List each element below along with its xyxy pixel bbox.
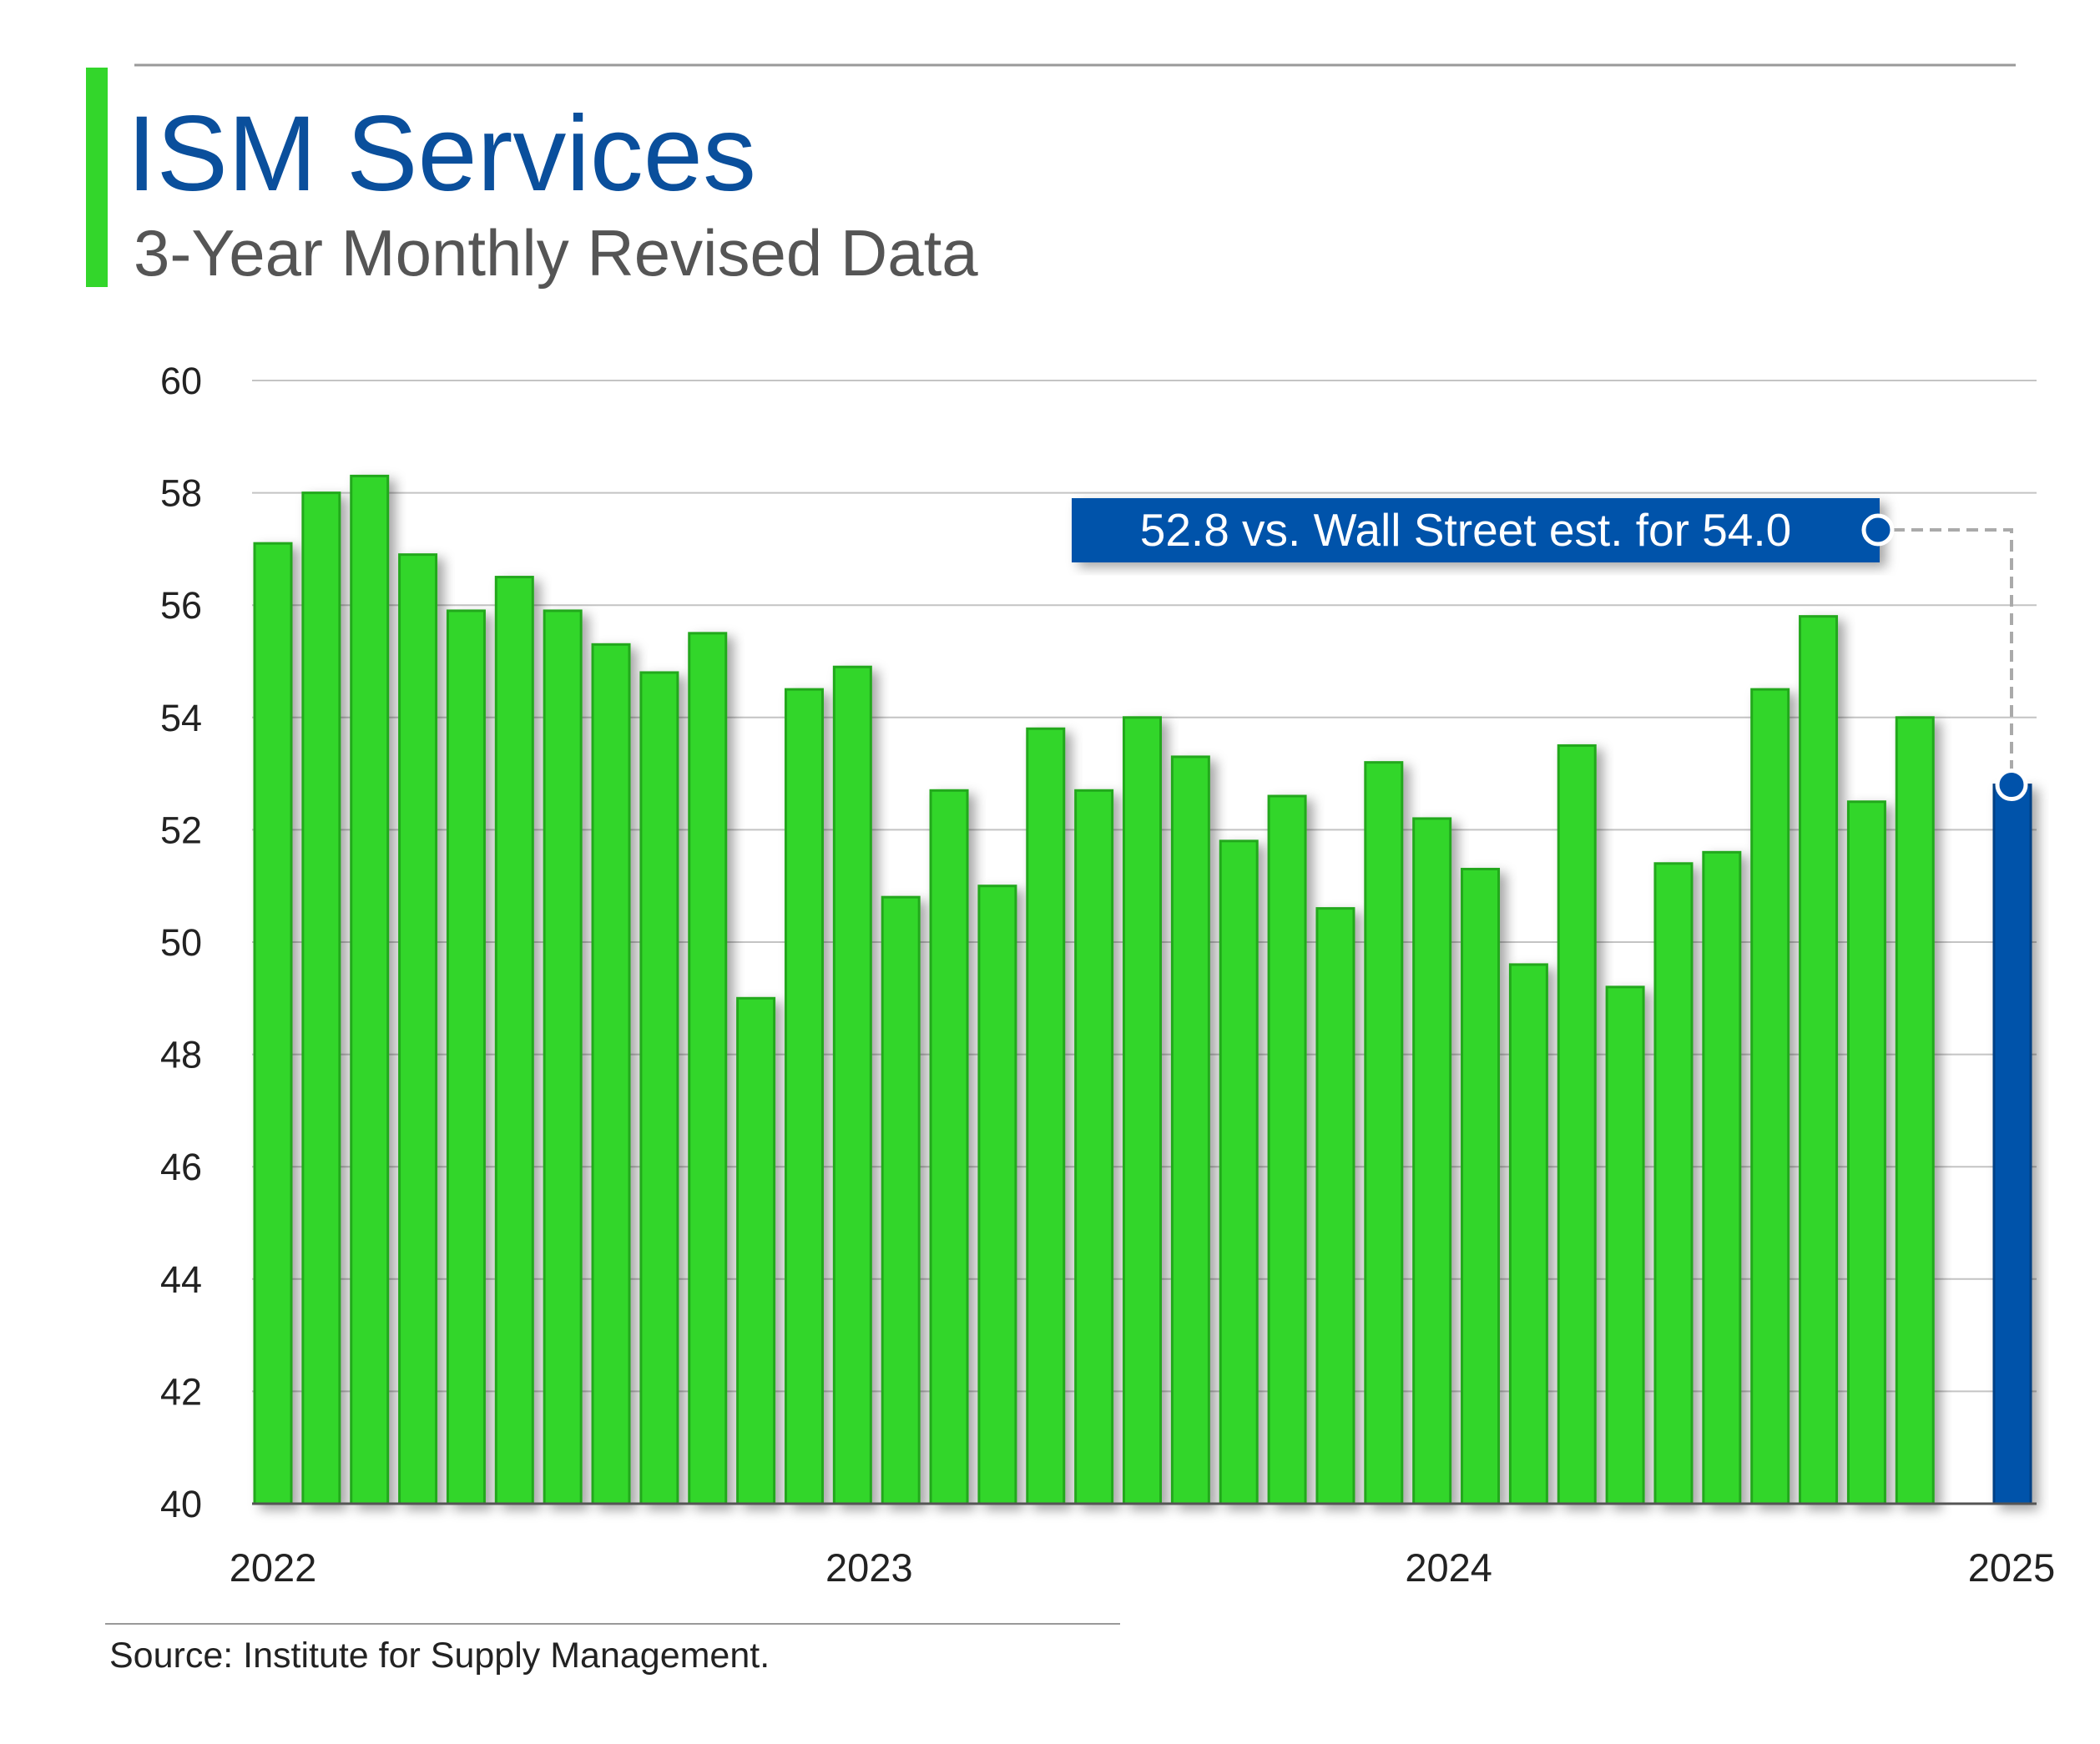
y-tick-label: 54: [160, 697, 202, 739]
bar: [977, 885, 1017, 1505]
source-note: Source: Institute for Supply Management.: [109, 1636, 770, 1676]
y-tick-label: 60: [160, 360, 202, 402]
bar: [494, 576, 534, 1505]
bar: [253, 542, 293, 1505]
x-tick-label: 2024: [1405, 1545, 1492, 1590]
annotation-callout: 52.8 vs. Wall Street est. for 54.0: [1072, 498, 2013, 776]
chart-title: ISM Services: [127, 94, 756, 214]
bar: [446, 609, 486, 1505]
bar: [1074, 789, 1114, 1505]
callout-leader-line: [1893, 528, 2013, 776]
bar: [398, 553, 438, 1505]
y-tick-label: 40: [160, 1483, 202, 1525]
bar: [1026, 727, 1066, 1505]
bar: [639, 671, 679, 1505]
bar: [881, 895, 921, 1505]
bar: [1412, 817, 1452, 1505]
callout-dot-start: [1861, 513, 1895, 547]
callout-text: 52.8 vs. Wall Street est. for 54.0: [1140, 504, 1792, 556]
bar: [1557, 743, 1597, 1505]
bar: [301, 491, 341, 1505]
bar: [736, 996, 776, 1505]
callout-box: [1072, 498, 1880, 562]
y-tick-label: 42: [160, 1370, 202, 1413]
bar: [591, 643, 631, 1505]
bar: [832, 665, 872, 1505]
y-tick-label: 52: [160, 809, 202, 851]
bar: [784, 688, 824, 1505]
bar: [1364, 761, 1404, 1505]
y-tick-label: 56: [160, 584, 202, 627]
bar: [1799, 615, 1839, 1505]
bar: [350, 474, 390, 1505]
bar: [1653, 862, 1694, 1505]
x-tick-label: 2022: [230, 1545, 317, 1590]
bar: [1315, 907, 1355, 1505]
bar: [688, 632, 728, 1505]
highlighted-bar: [1992, 784, 2032, 1505]
callout-dot-end: [1995, 769, 2028, 802]
y-tick-label: 44: [160, 1258, 202, 1301]
bar: [1267, 794, 1307, 1505]
y-tick-label: 58: [160, 472, 202, 515]
bar: [1219, 839, 1259, 1505]
bar: [1170, 755, 1210, 1505]
bar: [543, 609, 583, 1505]
y-tick-label: 48: [160, 1034, 202, 1076]
bar: [1750, 688, 1790, 1505]
bar: [1508, 963, 1548, 1505]
chart-subtitle: 3-Year Monthly Revised Data: [134, 216, 978, 290]
bar: [1461, 868, 1501, 1505]
y-tick-label: 46: [160, 1146, 202, 1188]
bar: [929, 789, 969, 1505]
bar: [1895, 716, 1935, 1505]
bar: [1605, 985, 1645, 1505]
x-tick-label: 2023: [825, 1545, 913, 1590]
bar: [1846, 800, 1886, 1505]
y-tick-label: 50: [160, 921, 202, 964]
x-tick-label: 2025: [1968, 1545, 2056, 1590]
title-accent-bar: [86, 68, 108, 287]
bar: [1123, 716, 1162, 1505]
bar: [1702, 850, 1742, 1505]
